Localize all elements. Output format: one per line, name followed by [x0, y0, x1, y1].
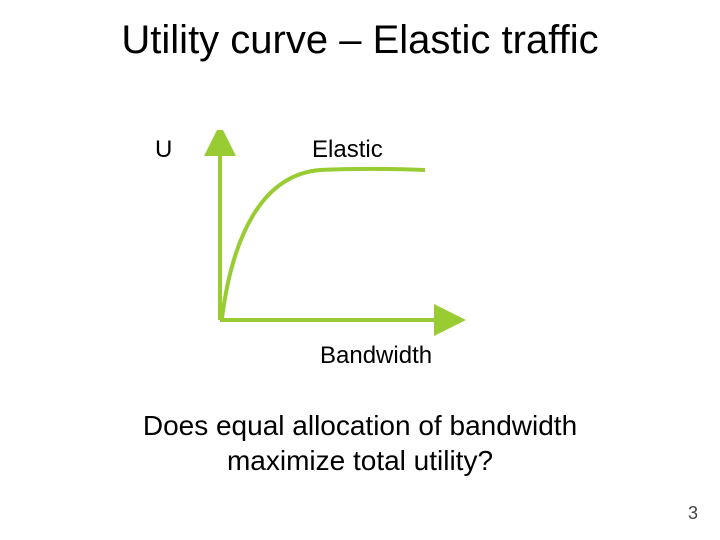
question-line-1: Does equal allocation of bandwidth	[143, 410, 577, 441]
slide-question: Does equal allocation of bandwidth maxim…	[0, 408, 720, 478]
question-line-2: maximize total utility?	[227, 445, 493, 476]
page-number: 3	[688, 503, 698, 524]
page-title: Utility curve – Elastic traffic	[0, 18, 720, 63]
elastic-curve	[222, 169, 425, 318]
utility-curve-chart	[190, 130, 470, 350]
y-axis-label: U	[155, 136, 172, 164]
